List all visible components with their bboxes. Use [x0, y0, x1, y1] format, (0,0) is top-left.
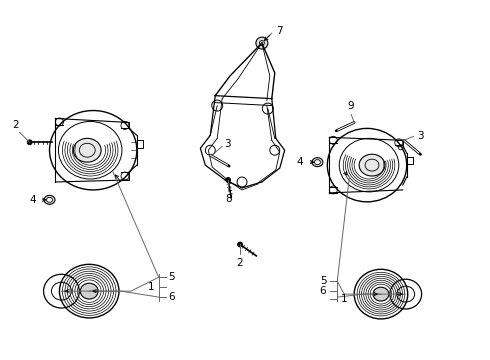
Circle shape — [237, 177, 247, 187]
Circle shape — [238, 242, 243, 247]
Text: 3: 3 — [416, 131, 423, 141]
Ellipse shape — [359, 154, 385, 176]
Text: 8: 8 — [225, 194, 231, 204]
Ellipse shape — [47, 197, 52, 202]
Ellipse shape — [74, 138, 101, 162]
Text: 2: 2 — [237, 258, 244, 269]
Ellipse shape — [373, 287, 389, 301]
Text: 3: 3 — [224, 139, 231, 149]
Text: 6: 6 — [169, 292, 175, 302]
Circle shape — [256, 37, 268, 49]
Text: 4: 4 — [29, 195, 36, 205]
Circle shape — [262, 103, 273, 114]
Ellipse shape — [312, 158, 323, 167]
Text: 4: 4 — [297, 157, 303, 167]
Text: 1: 1 — [148, 282, 155, 292]
Text: 9: 9 — [348, 100, 354, 111]
Circle shape — [270, 145, 280, 155]
Text: 2: 2 — [12, 120, 19, 130]
Ellipse shape — [80, 283, 98, 299]
Text: 5: 5 — [169, 272, 175, 282]
Ellipse shape — [44, 195, 55, 204]
Text: 7: 7 — [276, 26, 282, 36]
Text: 5: 5 — [320, 276, 326, 286]
Circle shape — [27, 140, 32, 145]
Text: 6: 6 — [320, 286, 326, 296]
Circle shape — [205, 145, 215, 155]
Circle shape — [212, 100, 222, 111]
Ellipse shape — [315, 159, 320, 165]
Text: 1: 1 — [341, 294, 348, 304]
Circle shape — [226, 177, 231, 183]
